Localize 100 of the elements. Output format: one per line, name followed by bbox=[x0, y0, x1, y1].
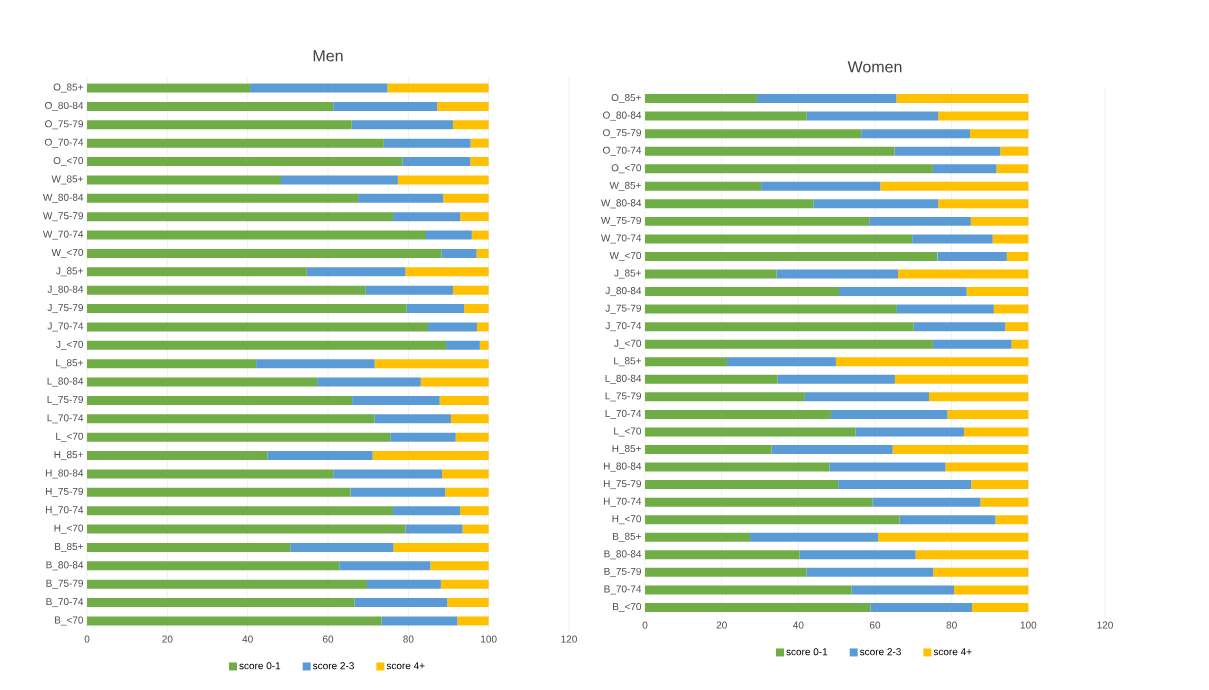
bar bbox=[645, 287, 839, 297]
bar bbox=[838, 480, 972, 490]
y-tick-label: O_80-84 bbox=[45, 101, 84, 111]
bar bbox=[855, 427, 964, 437]
bar bbox=[1005, 322, 1029, 332]
bar bbox=[645, 480, 839, 490]
bar bbox=[929, 392, 1029, 402]
y-tick-label: J_80-84 bbox=[605, 287, 642, 297]
bar bbox=[933, 567, 1029, 577]
bar bbox=[894, 374, 1028, 384]
bar bbox=[645, 94, 757, 104]
bar bbox=[440, 579, 489, 589]
bar bbox=[645, 409, 831, 419]
y-tick-label: W_85+ bbox=[609, 181, 641, 191]
bar bbox=[471, 230, 489, 240]
bar bbox=[645, 234, 913, 244]
y-tick-label: B_70-74 bbox=[46, 598, 84, 608]
bar bbox=[393, 542, 489, 552]
bar bbox=[872, 497, 981, 507]
bar bbox=[470, 157, 489, 167]
x-tick-label: 0 bbox=[642, 621, 648, 629]
bar bbox=[420, 377, 489, 387]
bar bbox=[333, 469, 443, 479]
y-tick-label: W_75-79 bbox=[600, 216, 642, 226]
y-tick-label: H_75-79 bbox=[603, 480, 641, 490]
bar bbox=[455, 432, 489, 442]
bar bbox=[830, 409, 948, 419]
y-tick-label: B_85+ bbox=[613, 532, 641, 542]
bar bbox=[383, 138, 471, 148]
bar bbox=[645, 304, 897, 314]
bar bbox=[932, 164, 997, 174]
bar bbox=[1006, 251, 1029, 261]
x-tick-label: 40 bbox=[242, 635, 253, 643]
bar bbox=[727, 357, 836, 367]
y-tick-label: J_85+ bbox=[56, 267, 83, 277]
bar bbox=[405, 524, 463, 534]
bar bbox=[645, 602, 871, 612]
y-tick-label: W_70-74 bbox=[42, 230, 84, 240]
bar bbox=[393, 212, 461, 222]
bar bbox=[393, 506, 461, 516]
bar bbox=[87, 542, 291, 552]
bar bbox=[645, 164, 933, 174]
y-tick-label: H_70-74 bbox=[603, 497, 642, 507]
bar bbox=[426, 230, 472, 240]
y-tick-label: B_80-84 bbox=[46, 561, 84, 571]
bar bbox=[851, 585, 954, 595]
bar bbox=[290, 542, 394, 552]
bar bbox=[87, 267, 307, 277]
y-tick-label: J_75-79 bbox=[47, 304, 84, 314]
y-tick-label: J_70-74 bbox=[47, 322, 84, 332]
bar bbox=[87, 212, 394, 222]
bar bbox=[645, 269, 777, 279]
y-tick-label: H_85+ bbox=[54, 451, 83, 461]
bar bbox=[750, 532, 879, 542]
y-tick-label: L_75-79 bbox=[605, 392, 641, 402]
y-tick-label: J_85+ bbox=[614, 269, 641, 279]
bar bbox=[980, 497, 1029, 507]
x-tick-label: 20 bbox=[162, 635, 173, 643]
bar bbox=[912, 234, 993, 244]
y-tick-label: J_<70 bbox=[56, 340, 84, 350]
bar bbox=[446, 340, 480, 350]
legend-label: score 0-1 bbox=[786, 648, 828, 656]
bar bbox=[372, 451, 489, 461]
bar bbox=[970, 216, 1029, 226]
bar bbox=[87, 395, 353, 405]
legend-label: score 4+ bbox=[386, 662, 425, 670]
bar bbox=[829, 462, 946, 472]
y-tick-label: H_<70 bbox=[54, 524, 84, 534]
bar bbox=[350, 487, 446, 497]
y-tick-label: W_80-84 bbox=[42, 193, 84, 203]
bar bbox=[445, 487, 489, 497]
y-tick-label: W_75-79 bbox=[42, 212, 84, 222]
y-tick-label: H_<70 bbox=[612, 515, 642, 525]
bar bbox=[971, 602, 1029, 612]
bar bbox=[806, 111, 939, 121]
y-tick-label: L_80-84 bbox=[605, 374, 642, 384]
y-tick-label: O_<70 bbox=[53, 157, 84, 167]
bar bbox=[870, 602, 972, 612]
bar bbox=[479, 340, 489, 350]
bar bbox=[87, 175, 282, 185]
y-tick-label: B_<70 bbox=[55, 616, 84, 626]
bar bbox=[1011, 339, 1029, 349]
y-tick-label: J_70-74 bbox=[605, 322, 642, 332]
x-tick-label: 120 bbox=[1097, 621, 1113, 629]
bar bbox=[777, 374, 895, 384]
bar bbox=[645, 532, 751, 542]
bar bbox=[645, 550, 800, 560]
bar bbox=[374, 359, 489, 369]
bar bbox=[437, 101, 489, 111]
y-tick-label: L_70-74 bbox=[605, 409, 642, 419]
bar bbox=[306, 267, 406, 277]
bar bbox=[441, 248, 477, 258]
bar bbox=[450, 414, 489, 424]
bar bbox=[878, 532, 1029, 542]
y-tick-label: O_85+ bbox=[53, 83, 83, 93]
bar bbox=[333, 101, 438, 111]
bar bbox=[970, 129, 1029, 139]
bar bbox=[464, 304, 489, 314]
bar bbox=[898, 269, 1029, 279]
y-tick-label: L_85+ bbox=[56, 359, 83, 369]
